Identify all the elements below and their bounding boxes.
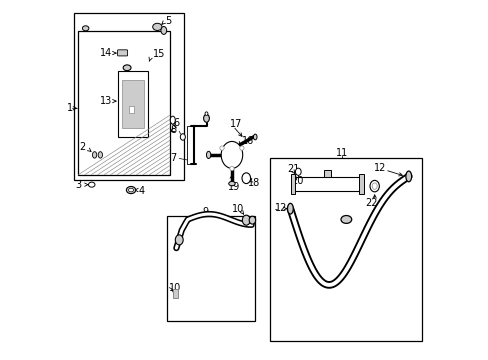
Ellipse shape xyxy=(88,182,95,187)
Text: 14: 14 xyxy=(100,48,112,58)
Ellipse shape xyxy=(295,168,301,175)
Text: 11: 11 xyxy=(336,148,348,158)
Ellipse shape xyxy=(242,215,250,225)
Bar xyxy=(128,106,134,113)
Ellipse shape xyxy=(206,151,210,158)
Ellipse shape xyxy=(242,173,250,184)
Text: 8: 8 xyxy=(169,125,176,135)
Text: 12: 12 xyxy=(274,203,286,213)
Bar xyxy=(172,289,178,298)
Ellipse shape xyxy=(340,216,351,224)
Text: 13: 13 xyxy=(100,96,112,106)
Text: 7: 7 xyxy=(169,153,176,163)
Ellipse shape xyxy=(249,216,255,224)
Ellipse shape xyxy=(228,181,235,186)
Ellipse shape xyxy=(239,146,244,150)
Bar xyxy=(122,80,144,128)
Ellipse shape xyxy=(405,171,411,182)
Bar xyxy=(270,158,421,341)
Text: 3: 3 xyxy=(75,180,81,190)
Bar xyxy=(290,174,295,194)
Ellipse shape xyxy=(175,235,183,245)
Text: 9: 9 xyxy=(203,207,208,217)
Text: 15: 15 xyxy=(152,49,165,59)
Text: 20: 20 xyxy=(291,176,303,186)
Text: 19: 19 xyxy=(228,182,240,192)
Ellipse shape xyxy=(369,180,379,192)
Ellipse shape xyxy=(220,146,224,150)
Ellipse shape xyxy=(128,188,133,192)
Text: 12: 12 xyxy=(373,163,386,173)
Text: 18: 18 xyxy=(247,178,260,188)
Ellipse shape xyxy=(221,141,242,168)
Ellipse shape xyxy=(126,186,135,194)
Ellipse shape xyxy=(123,65,131,71)
Bar xyxy=(167,216,255,320)
Text: 21: 21 xyxy=(286,164,299,174)
Text: 10: 10 xyxy=(232,204,244,215)
FancyBboxPatch shape xyxy=(117,50,127,56)
Text: 10: 10 xyxy=(169,283,181,293)
Bar xyxy=(323,170,330,177)
Bar xyxy=(118,71,147,137)
Text: 2: 2 xyxy=(80,141,85,152)
Text: 1: 1 xyxy=(67,103,73,113)
Ellipse shape xyxy=(152,23,162,31)
Ellipse shape xyxy=(253,134,257,140)
Text: 4: 4 xyxy=(139,186,145,197)
Ellipse shape xyxy=(92,152,97,158)
Bar xyxy=(78,31,169,175)
Ellipse shape xyxy=(161,27,166,35)
Ellipse shape xyxy=(204,112,207,116)
Ellipse shape xyxy=(170,116,175,124)
Bar xyxy=(78,31,169,175)
Text: 5: 5 xyxy=(164,17,171,27)
Ellipse shape xyxy=(371,183,376,189)
Ellipse shape xyxy=(287,203,293,214)
Text: 16: 16 xyxy=(241,136,253,145)
Ellipse shape xyxy=(180,134,185,140)
Ellipse shape xyxy=(229,166,234,171)
Bar xyxy=(74,13,183,180)
Text: 22: 22 xyxy=(364,198,377,208)
Ellipse shape xyxy=(203,114,209,122)
Ellipse shape xyxy=(98,152,102,158)
Bar xyxy=(293,177,360,192)
Bar xyxy=(358,174,363,194)
Ellipse shape xyxy=(82,26,89,31)
Text: 6: 6 xyxy=(174,118,180,128)
Text: 17: 17 xyxy=(230,119,242,129)
